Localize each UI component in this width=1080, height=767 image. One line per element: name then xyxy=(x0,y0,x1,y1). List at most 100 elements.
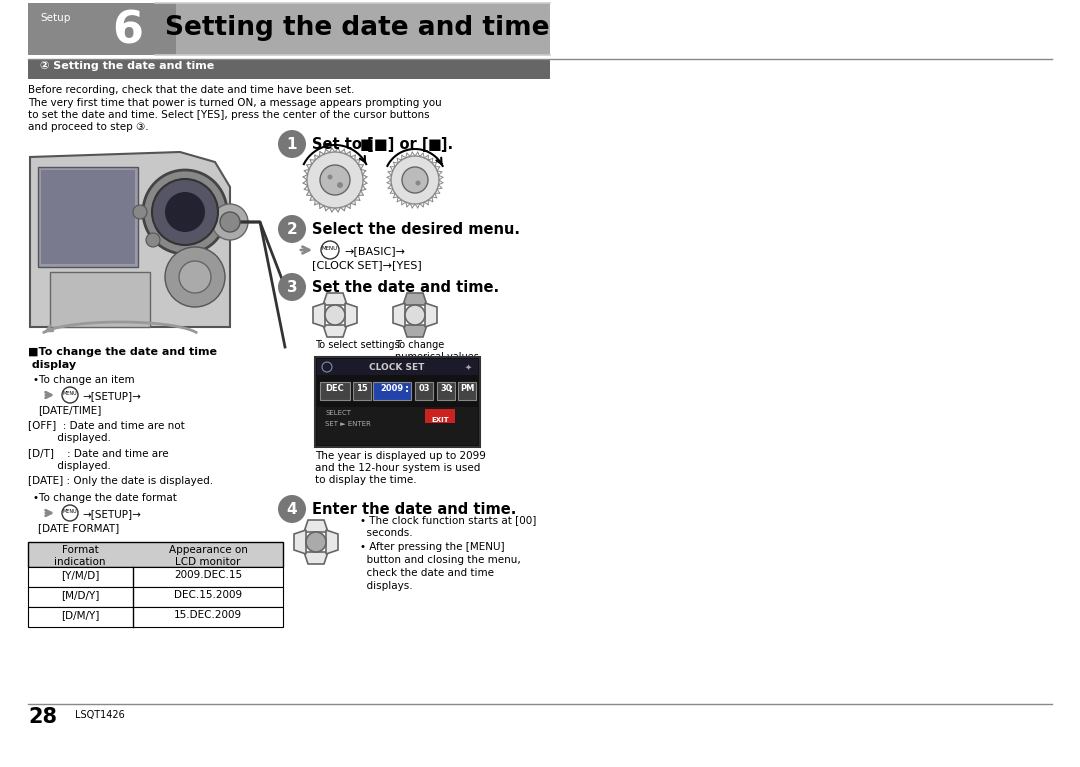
Bar xyxy=(28,59,550,79)
Circle shape xyxy=(325,305,345,325)
Text: 4: 4 xyxy=(286,502,297,517)
Circle shape xyxy=(307,152,363,208)
Text: →[SETUP]→: →[SETUP]→ xyxy=(82,509,140,519)
Bar xyxy=(28,3,550,55)
Text: :: : xyxy=(449,384,453,394)
Circle shape xyxy=(156,220,170,234)
Text: DEC: DEC xyxy=(326,384,345,393)
Text: check the date and time: check the date and time xyxy=(360,568,494,578)
Polygon shape xyxy=(323,293,347,305)
Circle shape xyxy=(306,532,326,552)
Text: 2: 2 xyxy=(286,222,297,237)
Circle shape xyxy=(156,190,170,204)
Polygon shape xyxy=(393,303,405,327)
Bar xyxy=(28,567,283,587)
Text: [CLOCK SET]→[YES]: [CLOCK SET]→[YES] xyxy=(312,260,422,270)
Polygon shape xyxy=(403,325,427,337)
Text: seconds.: seconds. xyxy=(360,528,413,538)
Text: SET ► ENTER: SET ► ENTER xyxy=(325,421,370,427)
Polygon shape xyxy=(294,530,306,554)
Text: [DATE/TIME]: [DATE/TIME] xyxy=(38,405,102,415)
Circle shape xyxy=(165,247,225,307)
Text: to set the date and time. Select [YES], press the center of the cursor buttons: to set the date and time. Select [YES], … xyxy=(28,110,430,120)
Polygon shape xyxy=(303,520,328,532)
Text: 28: 28 xyxy=(28,707,57,727)
Circle shape xyxy=(143,170,227,254)
Text: Before recording, check that the date and time have been set.: Before recording, check that the date an… xyxy=(28,85,354,95)
Text: SELECT: SELECT xyxy=(325,410,351,416)
Text: LSQT1426: LSQT1426 xyxy=(75,710,125,720)
Text: Format
indication: Format indication xyxy=(54,545,106,567)
Text: To select settings: To select settings xyxy=(315,340,400,350)
Bar xyxy=(28,587,283,607)
Circle shape xyxy=(416,180,420,186)
Bar xyxy=(437,382,455,400)
Text: 1: 1 xyxy=(287,137,297,152)
Text: Appearance on
LCD monitor: Appearance on LCD monitor xyxy=(168,545,247,567)
Text: 2009: 2009 xyxy=(380,384,404,393)
Text: to display the time.: to display the time. xyxy=(315,475,417,485)
Circle shape xyxy=(133,205,147,219)
Bar xyxy=(320,382,350,400)
Bar xyxy=(38,167,138,267)
Text: • After pressing the [MENU]: • After pressing the [MENU] xyxy=(360,542,504,552)
Text: 6: 6 xyxy=(112,10,143,53)
Text: [Y/M/D]: [Y/M/D] xyxy=(60,570,99,580)
Polygon shape xyxy=(303,552,328,564)
Polygon shape xyxy=(313,303,325,327)
Text: :: : xyxy=(405,384,409,394)
Text: [DATE FORMAT]: [DATE FORMAT] xyxy=(38,523,119,533)
Text: and proceed to step ③.: and proceed to step ③. xyxy=(28,123,149,133)
Text: ■To change the date and time: ■To change the date and time xyxy=(28,347,217,357)
Bar xyxy=(373,382,411,400)
Text: •To change the date format: •To change the date format xyxy=(33,493,177,503)
Text: 3: 3 xyxy=(286,280,297,295)
Text: displayed.: displayed. xyxy=(28,433,111,443)
Circle shape xyxy=(405,305,426,325)
Circle shape xyxy=(337,182,343,188)
Text: PM: PM xyxy=(460,384,474,393)
Polygon shape xyxy=(403,293,427,305)
Circle shape xyxy=(391,156,438,204)
Text: displays.: displays. xyxy=(360,581,413,591)
Circle shape xyxy=(278,130,306,158)
Text: display: display xyxy=(28,360,76,370)
Polygon shape xyxy=(30,152,230,327)
Bar xyxy=(28,542,283,567)
Bar xyxy=(315,357,480,447)
Circle shape xyxy=(179,261,211,293)
Text: button and closing the menu,: button and closing the menu, xyxy=(360,555,521,565)
Text: 15.DEC.2009: 15.DEC.2009 xyxy=(174,610,242,620)
Circle shape xyxy=(278,273,306,301)
Text: •To change an item: •To change an item xyxy=(33,375,135,385)
Text: To change
numerical values: To change numerical values xyxy=(395,340,478,361)
Circle shape xyxy=(320,165,350,195)
Text: →[BASIC]→: →[BASIC]→ xyxy=(345,246,405,256)
Text: EXIT: EXIT xyxy=(431,417,449,423)
Text: Setup: Setup xyxy=(40,13,70,23)
Circle shape xyxy=(152,179,218,245)
Text: 15: 15 xyxy=(356,384,368,393)
Circle shape xyxy=(212,204,248,240)
Text: Select the desired menu.: Select the desired menu. xyxy=(312,222,519,237)
Bar xyxy=(353,382,372,400)
Text: MENU: MENU xyxy=(322,246,338,251)
Polygon shape xyxy=(426,303,437,327)
Text: The very first time that power is turned ON, a message appears prompting you: The very first time that power is turned… xyxy=(28,97,442,107)
Text: MENU: MENU xyxy=(63,509,78,514)
Circle shape xyxy=(165,192,205,232)
Text: →[SETUP]→: →[SETUP]→ xyxy=(82,391,140,401)
Bar xyxy=(41,170,135,264)
Text: Enter the date and time.: Enter the date and time. xyxy=(312,502,516,517)
Bar xyxy=(458,382,476,400)
Text: Set the date and time.: Set the date and time. xyxy=(312,280,499,295)
Bar xyxy=(426,409,455,423)
Text: ■].: ■]. xyxy=(428,137,454,152)
Text: ■■] or [: ■■] or [ xyxy=(360,137,429,152)
Text: Set to [: Set to [ xyxy=(312,137,374,152)
Bar xyxy=(28,3,176,55)
Text: 30: 30 xyxy=(441,384,451,393)
Polygon shape xyxy=(345,303,357,327)
Bar xyxy=(50,272,150,327)
Text: [DATE] : Only the date is displayed.: [DATE] : Only the date is displayed. xyxy=(28,476,213,486)
